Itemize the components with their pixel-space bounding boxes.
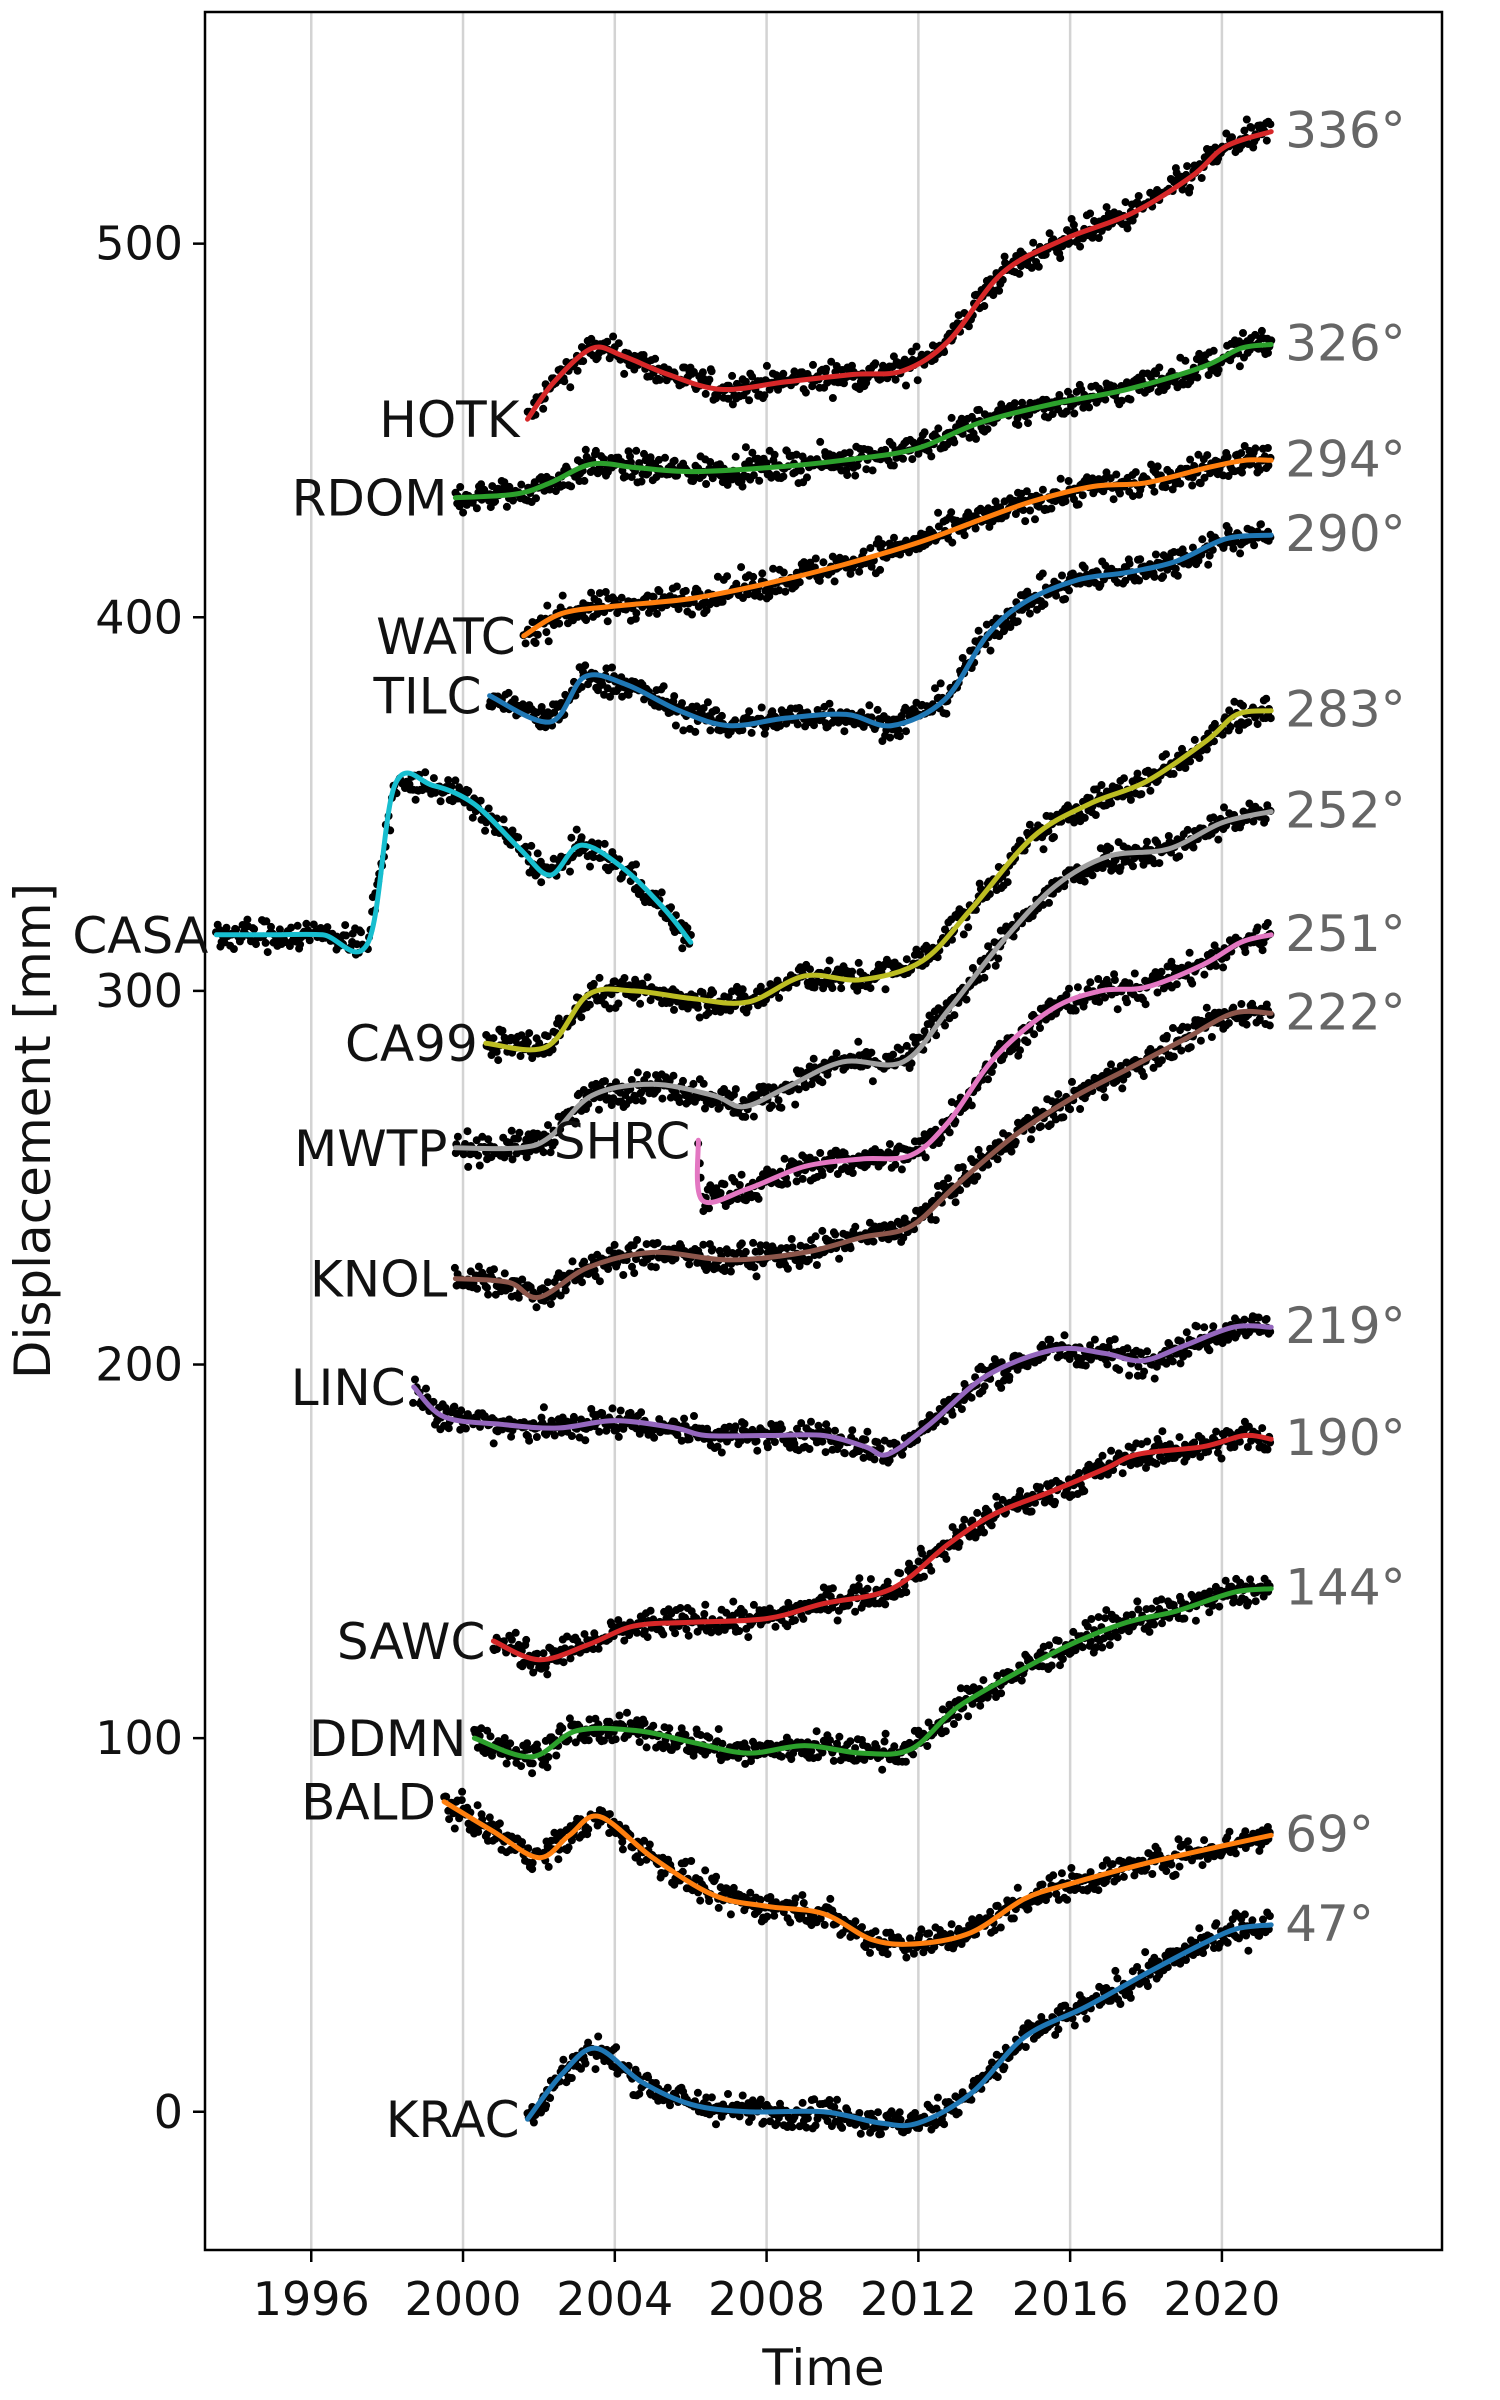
mwtp-observations: [451, 799, 1275, 1171]
y-tick-label: 100: [95, 1711, 183, 1765]
bald-observations: [440, 1787, 1274, 1962]
plot-area-frame: [203, 10, 1444, 2252]
hotk-observation-dots: [523, 115, 1275, 420]
shrc-series-line: [694, 932, 1274, 1206]
linc-series-line: [411, 1323, 1274, 1458]
rdom-azimuth-label: 326°: [1285, 315, 1405, 373]
mwtp-station-label: MWTP: [294, 1120, 447, 1178]
x-tick-label: 2016: [1012, 2272, 1129, 2326]
ddmn-series-line: [471, 1586, 1274, 1760]
tilc-observation-dots: [485, 520, 1275, 745]
y-tick-label: 300: [95, 964, 183, 1018]
x-axis-title: Time: [761, 2339, 884, 2397]
krac-observation-dots: [523, 1908, 1274, 2139]
y-axis-title: Displacement [mm]: [4, 883, 62, 1379]
shrc-station-label: SHRC: [554, 1112, 691, 1170]
x-tick-label: 2020: [1163, 2272, 1280, 2326]
ca99-observation-dots: [482, 694, 1275, 1065]
bald-series-line: [441, 1799, 1274, 1947]
ddmn-observations: [470, 1574, 1274, 1778]
x-tick-label: 1996: [253, 2272, 370, 2326]
x-tick-label: 2000: [404, 2272, 521, 2326]
mwtp-series-line: [452, 809, 1274, 1152]
rdom-series-line: [452, 342, 1274, 501]
linc-station-label: LINC: [291, 1359, 406, 1417]
watc-station-label: WATC: [376, 608, 516, 666]
watc-azimuth-label: 294°: [1285, 430, 1405, 488]
sawc-azimuth-label: 190°: [1285, 1409, 1405, 1467]
krac-series-line: [525, 1922, 1274, 2129]
ca99-azimuth-label: 283°: [1285, 681, 1405, 739]
tilc-observations: [485, 520, 1275, 745]
tilc-azimuth-label: 290°: [1285, 505, 1405, 563]
y-tick-label: 200: [95, 1338, 183, 1392]
sawc-series-line: [490, 1432, 1274, 1663]
bald-azimuth-label: 69°: [1285, 1805, 1374, 1863]
ddmn-observation-dots: [470, 1574, 1274, 1778]
hotk-observations: [523, 115, 1275, 420]
casa-series-line: [213, 770, 694, 955]
series-labels: HOTK 336° RDOM 326° WATC 294° TILC 290° CASA CA99…: [72, 102, 1405, 2150]
knol-series-line: [452, 1008, 1274, 1300]
ddmn-station-label: DDMN: [309, 1710, 467, 1768]
axis-ticks: 1996 2000 2004 2008 2012 2016 2020 0 100 200 300 40…: [95, 217, 1280, 2326]
ca99-station-label: CA99: [345, 1015, 478, 1073]
bald-observation-dots: [440, 1787, 1274, 1962]
y-tick-label: 400: [95, 590, 183, 644]
knol-station-label: KNOL: [310, 1251, 448, 1309]
hotk-series-line: [525, 129, 1274, 422]
krac-station-label: KRAC: [386, 2091, 520, 2149]
hotk-azimuth-label: 336°: [1285, 102, 1405, 160]
ddmn-azimuth-label: 144°: [1285, 1559, 1405, 1617]
x-tick-label: 2012: [860, 2272, 977, 2326]
casa-station-label: CASA: [72, 907, 208, 965]
x-tick-label: 2004: [556, 2272, 673, 2326]
tilc-series-line: [487, 532, 1274, 729]
x-tick-label: 2008: [708, 2272, 825, 2326]
mwtp-azimuth-label: 252°: [1285, 782, 1405, 840]
series-lines: [213, 129, 1274, 2129]
sawc-station-label: SAWC: [337, 1613, 486, 1671]
hotk-station-label: HOTK: [379, 391, 520, 449]
knol-azimuth-label: 222°: [1285, 983, 1405, 1041]
watc-series-line: [521, 457, 1274, 639]
y-tick-label: 500: [95, 217, 183, 271]
mwtp-observation-dots: [451, 799, 1275, 1171]
y-tick-label: 0: [154, 2085, 183, 2139]
casa-observation-dots: [212, 768, 695, 959]
ca99-observations: [482, 694, 1275, 1065]
ca99-series-line: [483, 708, 1274, 1053]
linc-azimuth-label: 219°: [1285, 1297, 1405, 1355]
casa-observations: [212, 768, 695, 959]
krac-azimuth-label: 47°: [1285, 1895, 1374, 1953]
krac-observations: [523, 1908, 1274, 2139]
tilc-station-label: TILC: [373, 668, 482, 726]
bald-station-label: BALD: [301, 1774, 436, 1832]
shrc-azimuth-label: 251°: [1285, 905, 1405, 963]
rdom-station-label: RDOM: [292, 470, 448, 528]
